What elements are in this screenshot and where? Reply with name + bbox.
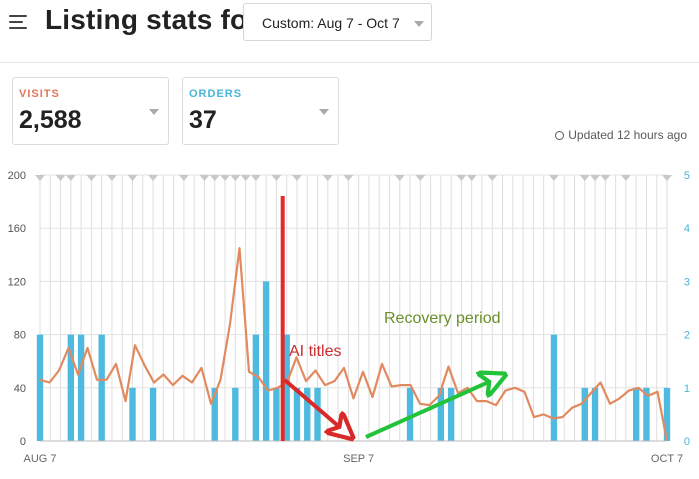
orders-bar (262, 281, 270, 441)
event-marker-icon (466, 175, 477, 181)
orders-label: ORDERS (189, 88, 243, 100)
event-marker-icon (35, 175, 45, 181)
recovery-period-annotation: Recovery period (384, 310, 501, 327)
orders-bar (550, 334, 558, 441)
date-range-dropdown[interactable]: Custom: Aug 7 - Oct 7 (243, 3, 432, 41)
recovery-arrow (365, 376, 502, 439)
right-axis-tick-label: 2 (684, 330, 690, 342)
chart-markers (35, 175, 672, 181)
menu-icon[interactable] (9, 13, 29, 31)
left-axis-tick-label: 200 (8, 170, 26, 182)
chevron-down-icon (414, 21, 424, 27)
left-axis-tick-label: 120 (8, 276, 26, 288)
clock-icon (555, 131, 565, 140)
right-axis-tick-label: 0 (684, 436, 690, 448)
orders-bar (447, 387, 455, 441)
chevron-down-icon (319, 109, 329, 115)
orders-bar (129, 387, 136, 441)
orders-bar (591, 387, 599, 441)
event-marker-icon (106, 175, 117, 181)
left-axis-tick-label: 0 (20, 436, 26, 448)
page-header: Listing stats for Custom: Aug 7 - Oct 7 (0, 0, 699, 63)
chevron-down-icon (149, 109, 159, 115)
orders-bar (406, 387, 414, 441)
event-marker-icon (590, 175, 601, 181)
annotations: AI titles Recovery period (280, 196, 502, 441)
event-marker-icon (600, 175, 611, 181)
visits-value: 2,588 (19, 106, 82, 134)
visits-line-group (39, 247, 669, 442)
x-axis-tick-label: AUG 7 (23, 453, 56, 465)
orders-bar (67, 334, 75, 441)
orders-bar (643, 387, 650, 441)
event-marker-icon (548, 175, 559, 181)
orders-bar (36, 334, 44, 441)
orders-bar (77, 334, 85, 441)
event-marker-icon (240, 175, 251, 181)
visits-label: VISITS (19, 88, 60, 100)
event-marker-icon (178, 175, 189, 181)
orders-bar (211, 387, 218, 441)
event-marker-icon (487, 175, 498, 181)
orders-bar (232, 387, 239, 441)
x-axis-tick-label: SEP 7 (343, 453, 374, 465)
event-marker-icon (579, 175, 590, 181)
event-marker-icon (271, 175, 282, 181)
orders-bar (632, 387, 640, 441)
event-marker-icon (291, 175, 302, 181)
event-marker-icon (620, 175, 631, 181)
orders-stat-card[interactable]: ORDERS 37 (182, 77, 339, 145)
visits-line (39, 247, 669, 442)
event-marker-icon (456, 175, 467, 181)
chart-axes: 0 40 80 120 160 200 0 1 2 3 4 5 AUG 7 SEP 7 OCT 7 (8, 170, 690, 465)
x-axis-tick-label: OCT 7 (651, 453, 683, 465)
left-axis-tick-label: 80 (14, 330, 26, 342)
updated-status: Updated 12 hours ago (555, 128, 687, 142)
event-marker-icon (250, 175, 261, 181)
date-range-value: Custom: Aug 7 - Oct 7 (262, 15, 400, 31)
orders-value: 37 (189, 106, 217, 134)
event-marker-icon (148, 175, 159, 181)
event-marker-icon (415, 175, 426, 181)
event-marker-icon (394, 175, 405, 181)
stats-chart: 0 40 80 120 160 200 0 1 2 3 4 5 AUG 7 SEP 7 OCT 7 AI t… (8, 170, 690, 465)
event-marker-icon (86, 175, 97, 181)
event-marker-icon (65, 175, 76, 181)
orders-bar (149, 387, 157, 441)
orders-bar (437, 387, 445, 441)
updated-text: Updated 12 hours ago (568, 128, 687, 142)
right-axis-tick-label: 3 (684, 276, 690, 288)
event-marker-icon (199, 175, 210, 181)
event-marker-icon (220, 175, 231, 181)
left-axis-tick-label: 160 (8, 223, 26, 235)
page-title: Listing stats for (45, 4, 259, 35)
event-marker-icon (343, 175, 354, 181)
event-marker-icon (55, 175, 66, 181)
right-axis-tick-label: 1 (684, 383, 690, 395)
event-marker-icon (209, 175, 220, 181)
orders-bar (252, 334, 260, 441)
orders-bar (663, 387, 671, 441)
event-marker-icon (230, 175, 241, 181)
visits-stat-card[interactable]: VISITS 2,588 (12, 77, 169, 145)
orders-bar (581, 387, 588, 441)
right-axis-tick-label: 5 (684, 170, 690, 182)
orders-bar (283, 334, 290, 441)
orders-bar (314, 387, 321, 441)
ai-titles-annotation: AI titles (289, 343, 341, 360)
event-marker-icon (662, 175, 672, 181)
orders-bar (98, 334, 105, 441)
orders-bar (293, 387, 301, 441)
decline-arrow (283, 378, 350, 436)
event-marker-icon (322, 175, 333, 181)
orders-bar (304, 387, 311, 441)
orders-bars (36, 281, 671, 441)
left-axis-tick-label: 40 (14, 383, 26, 395)
orders-bar (273, 387, 280, 441)
right-axis-tick-label: 4 (684, 223, 690, 235)
event-marker-icon (127, 175, 138, 181)
